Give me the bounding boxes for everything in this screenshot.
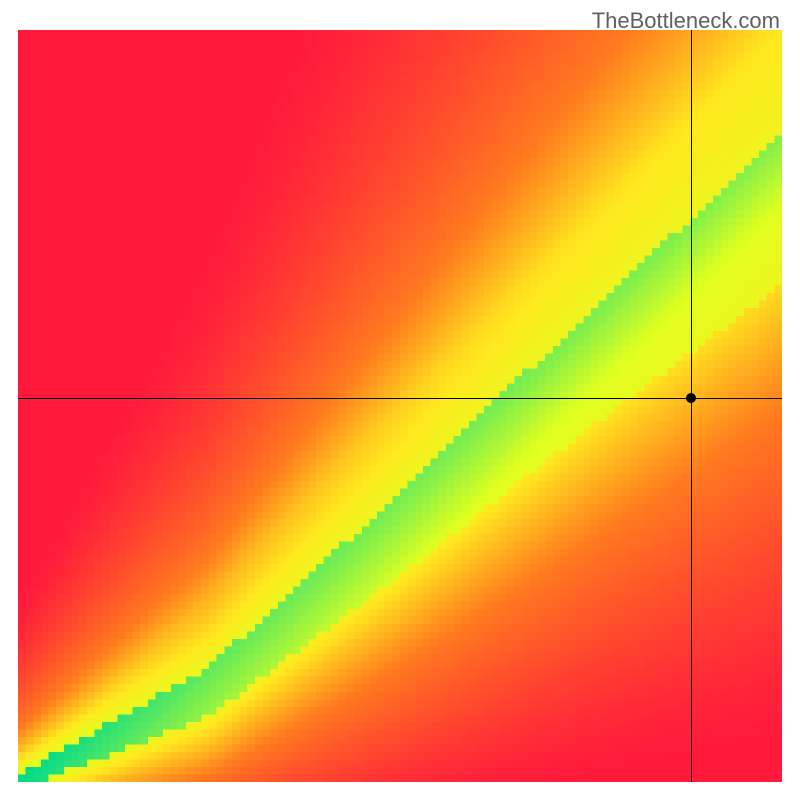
heatmap-canvas [18, 30, 782, 782]
heatmap-plot [18, 30, 782, 782]
watermark-text: TheBottleneck.com [592, 8, 780, 34]
crosshair-horizontal [18, 398, 782, 399]
crosshair-dot [686, 393, 696, 403]
crosshair-vertical [691, 30, 692, 782]
